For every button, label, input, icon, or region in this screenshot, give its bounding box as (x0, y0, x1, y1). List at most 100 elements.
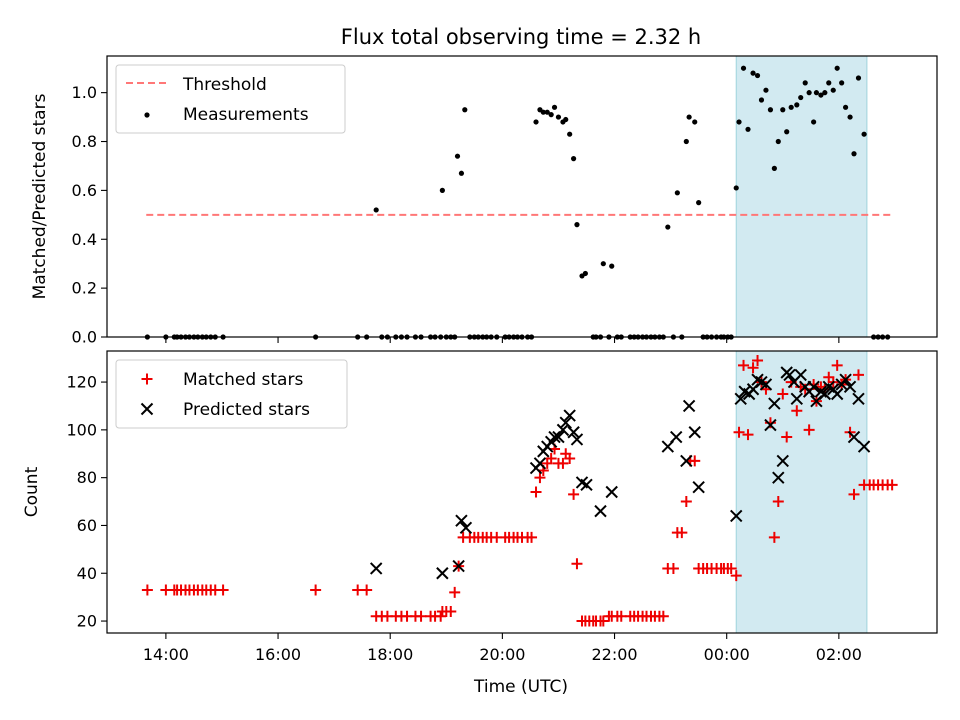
matched-point (526, 531, 538, 543)
measurement-point (767, 107, 774, 113)
predicted-point (768, 397, 781, 410)
legend-predicted-swatch (140, 402, 154, 416)
predicted-point (843, 380, 857, 394)
measurement-point (555, 114, 562, 120)
y-tick-label: 0.0 (72, 328, 97, 347)
predicted-point (563, 409, 576, 422)
predicted-point (455, 514, 468, 527)
y-tick-label: 60 (77, 516, 97, 535)
ratio-legend-box (115, 64, 346, 134)
measurement-point (745, 126, 751, 132)
matched-point (738, 359, 750, 371)
predicted-point (670, 430, 683, 444)
measurement-point (861, 131, 867, 137)
predicted-point (857, 440, 871, 453)
matched-point (657, 610, 669, 622)
matched-point (680, 496, 692, 508)
matched-point (781, 431, 793, 443)
measurement-point (763, 87, 769, 93)
predicted-point (680, 454, 693, 468)
measurement-point (692, 119, 698, 125)
measurement-point (818, 92, 824, 98)
matched-point (777, 388, 789, 400)
predicted-point (605, 485, 618, 499)
legend-matched-label: Matched stars (183, 370, 303, 390)
y-tick-label: 1.0 (72, 83, 97, 102)
predicted-point (369, 562, 383, 575)
measurement-point (754, 72, 761, 79)
measurement-point (458, 170, 465, 176)
measurement-point (834, 65, 840, 71)
matched-point (435, 610, 447, 622)
legend-threshold-label: Threshold (182, 75, 267, 95)
matched-point (852, 369, 864, 381)
y-tick-label: 80 (77, 468, 97, 487)
shaded-span-rect (735, 55, 868, 338)
ratio-y-axis-label: Matched/Predicted stars (30, 93, 50, 299)
predicted-point (594, 504, 607, 518)
matched-point (415, 610, 427, 622)
measurement-point (794, 102, 800, 108)
matched-point (530, 486, 542, 498)
matched-point (534, 472, 546, 484)
y-tick-label: 100 (66, 420, 97, 439)
x-tick-label: 02:00 (816, 645, 862, 664)
measurement-point (574, 222, 580, 228)
measurement-point (851, 151, 857, 157)
predicted-point (839, 373, 852, 386)
measurement-point (788, 104, 794, 110)
predicted-point (759, 378, 773, 391)
x-tick-label: 18:00 (367, 645, 413, 664)
measurement-point (839, 80, 845, 86)
matched-point (667, 562, 679, 574)
measurement-point (533, 119, 539, 125)
ratio-y-ticks: 0.0 0.2 0.4 0.6 0.8 1.0 (72, 83, 107, 347)
measurement-point (462, 107, 468, 113)
measurement-point (665, 224, 671, 230)
matched-point (768, 531, 780, 543)
predicted-point (692, 481, 705, 494)
matched-point (557, 457, 569, 469)
matched-point (747, 362, 759, 374)
predicted-point (552, 430, 565, 444)
matched-point (445, 605, 457, 617)
x-tick-label: 22:00 (591, 645, 637, 664)
predicted-point (580, 478, 593, 492)
predicted-point (459, 521, 473, 535)
ratio-x-ticks (165, 337, 840, 343)
measurement-point (847, 114, 853, 120)
matched-point (730, 570, 742, 582)
measurement-point (551, 104, 558, 110)
matched-point (831, 359, 843, 371)
measurement-point (811, 119, 817, 125)
measurement-point (780, 107, 786, 113)
ratio-legend: Threshold Measurements (115, 64, 346, 134)
y-tick-label: 20 (77, 612, 97, 631)
measurement-point (548, 112, 554, 118)
matched-point (742, 429, 754, 441)
measurement-point (855, 75, 862, 81)
y-tick-label: 40 (77, 564, 97, 583)
matched-point (733, 426, 745, 438)
measurement-point (830, 87, 836, 93)
predicted-point (783, 368, 796, 382)
y-tick-label: 0.4 (72, 230, 97, 249)
measurement-point (798, 94, 804, 101)
y-tick-label: 0.6 (72, 181, 97, 200)
matched-point (886, 479, 898, 491)
measurement-point (813, 90, 820, 96)
legend-measurement-swatch (144, 112, 150, 118)
count-legend-box (115, 359, 348, 429)
matched-point (568, 488, 580, 500)
count-predicted-points (369, 366, 871, 580)
predicted-point (734, 392, 747, 406)
legend-matched-swatch (141, 373, 153, 385)
x-axis-label: Time (UTC) (473, 677, 568, 697)
measurement-point (674, 190, 680, 196)
measurement-point (563, 116, 569, 123)
matched-point (848, 488, 860, 500)
measurement-point (683, 138, 689, 145)
predicted-point (556, 423, 570, 437)
count-x-ticks: 14:00 16:00 18:00 20:00 22:00 00:00 02:00 (143, 633, 862, 664)
